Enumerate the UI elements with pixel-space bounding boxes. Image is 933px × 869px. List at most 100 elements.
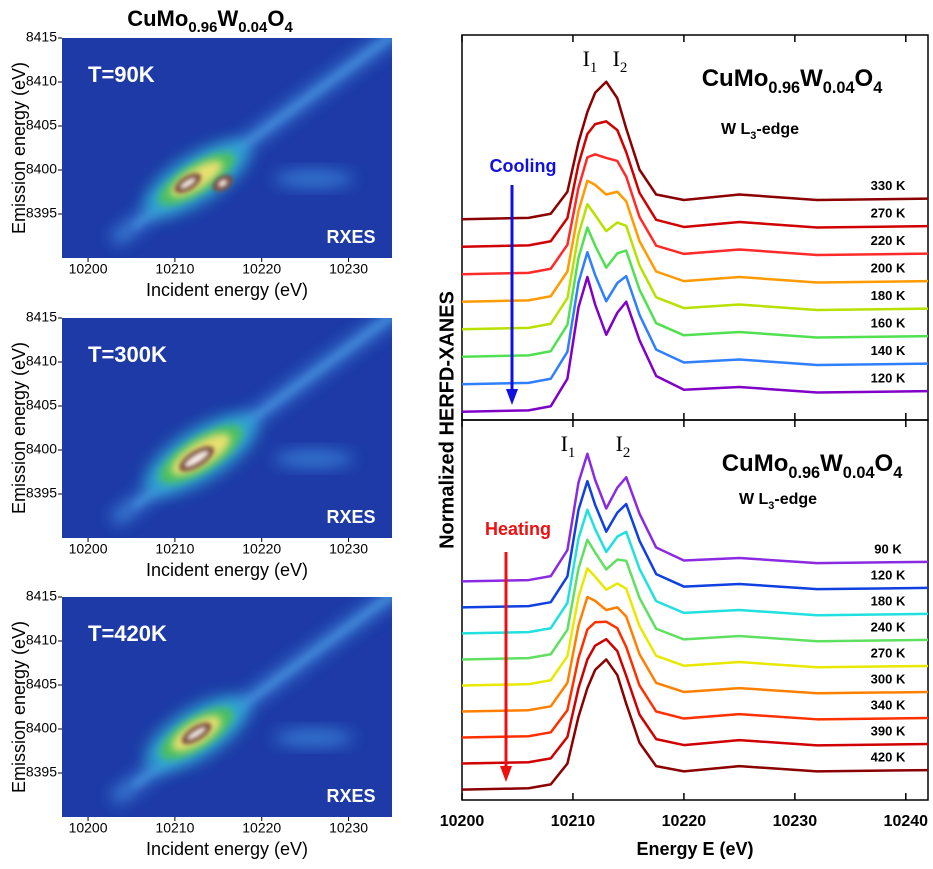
spectrum-line <box>461 452 929 583</box>
panel-tag: RXES <box>326 227 375 247</box>
series-label: 220 K <box>871 233 906 248</box>
x-tick-label: 10210 <box>551 813 596 830</box>
y-tick-label: 8400 <box>26 720 57 736</box>
spectrum-line <box>461 120 929 248</box>
panel-formula-part: 0.96 <box>768 79 800 97</box>
y-tick-label: 8405 <box>26 676 57 692</box>
x-tick-label: 10210 <box>155 261 194 277</box>
y-tick-label: 8405 <box>26 117 57 133</box>
panel-label: T=90K <box>88 62 155 87</box>
series-label: 240 K <box>871 619 906 634</box>
series-label: 330 K <box>871 178 906 193</box>
spectrum-line <box>461 251 929 386</box>
x-axis-label: Incident energy (eV) <box>146 280 308 300</box>
edge-label: W L3-edge <box>721 121 799 142</box>
edge-label-part: W L <box>739 491 769 508</box>
x-axis-label: Incident energy (eV) <box>146 560 308 580</box>
panel-formula-part: CuMo <box>722 450 789 477</box>
spectrum-line <box>461 637 929 765</box>
y-axis-label: Normalized HERFD-XANES <box>436 291 458 549</box>
panel-formula-part: W <box>800 65 823 92</box>
edge-label: W L3-edge <box>739 491 817 512</box>
series-label: 270 K <box>871 645 906 660</box>
x-tick-label: 10230 <box>773 813 818 830</box>
heatmap-tail <box>273 170 354 187</box>
y-axis-label: Emission energy (eV) <box>9 342 29 514</box>
peak-label: I2 <box>616 431 631 461</box>
heatmap-image <box>62 318 392 538</box>
spectrum-line <box>461 508 929 635</box>
panel-label: T=300K <box>88 342 167 367</box>
x-tick-label: 10220 <box>242 261 281 277</box>
y-axis-label: Emission energy (eV) <box>9 621 29 793</box>
spectrum-line <box>461 538 929 661</box>
y-tick-label: 8395 <box>26 205 57 221</box>
panel-formula-part: W <box>820 450 843 477</box>
panel-formula-part: 4 <box>873 79 882 97</box>
panel-tag: RXES <box>326 786 375 806</box>
spectrum-line <box>461 226 929 358</box>
heatmap-tail <box>273 450 354 467</box>
series-label: 180 K <box>871 593 906 608</box>
peak-label-part: 1 <box>568 445 575 461</box>
edge-label-part: -edge <box>756 121 799 138</box>
y-tick-label: 8410 <box>26 73 57 89</box>
x-tick-label: 10230 <box>329 261 368 277</box>
x-tick-label: 10200 <box>69 261 108 277</box>
panel-formula-part: 4 <box>893 464 902 482</box>
peak-label: I2 <box>613 46 628 76</box>
y-tick-label: 8400 <box>26 161 57 177</box>
figure-title-part: 0.96 <box>188 19 217 36</box>
heatmap-core <box>218 179 228 187</box>
figure-title-part: W <box>217 6 238 31</box>
peak-label-part: I <box>616 431 623 456</box>
figure-title-part: O <box>267 6 284 31</box>
series-label: 200 K <box>871 261 906 276</box>
heatmap-core <box>180 177 196 189</box>
panel-formula-part: 0.04 <box>823 79 855 97</box>
y-tick-label: 8400 <box>26 441 57 457</box>
series-label: 160 K <box>871 316 906 331</box>
spectrum-line <box>461 202 929 331</box>
y-axis-label: Emission energy (eV) <box>9 62 29 234</box>
panel-label: T=420K <box>88 621 167 646</box>
panel-formula-part: 0.04 <box>843 464 875 482</box>
heatmap-core <box>187 727 207 740</box>
series-label: 420 K <box>871 750 906 765</box>
series-label: 390 K <box>871 723 906 738</box>
series-label: 120 K <box>871 567 906 582</box>
figure-title-part: CuMo <box>127 6 188 31</box>
plot-frame <box>461 419 929 801</box>
series-label: 270 K <box>871 206 906 221</box>
series-label: 120 K <box>871 371 906 386</box>
x-tick-label: 10210 <box>155 820 194 836</box>
spectrum-line <box>461 80 929 221</box>
y-tick-label: 8410 <box>26 353 57 369</box>
arrow-head <box>500 766 512 782</box>
x-axis-label: Energy E (eV) <box>636 839 753 859</box>
peak-label-part: I <box>583 46 590 71</box>
x-tick-label: 10220 <box>242 820 281 836</box>
y-tick-label: 8395 <box>26 485 57 501</box>
x-tick-label: 10200 <box>69 820 108 836</box>
panel-formula: CuMo0.96W0.04O4 <box>722 450 903 482</box>
figure-title-part: 0.04 <box>238 19 268 36</box>
x-tick-label: 10220 <box>242 541 281 557</box>
x-tick-label: 10230 <box>329 541 368 557</box>
panel-tag: RXES <box>326 507 375 527</box>
spectrum-line <box>461 275 929 413</box>
arrow-label: Heating <box>485 519 551 539</box>
spectrum-line <box>461 153 929 276</box>
peak-label-part: 2 <box>623 445 630 461</box>
panel-formula-part: O <box>855 65 874 92</box>
y-tick-label: 8405 <box>26 397 57 413</box>
x-tick-label: 10220 <box>662 813 707 830</box>
spectrum-line <box>461 179 929 303</box>
spectrum-line <box>461 620 929 739</box>
x-axis-label: Incident energy (eV) <box>146 839 308 859</box>
x-tick-label: 10240 <box>884 813 929 830</box>
spectrum-line <box>461 658 929 791</box>
y-tick-label: 8415 <box>26 29 57 45</box>
series-label: 140 K <box>871 343 906 358</box>
